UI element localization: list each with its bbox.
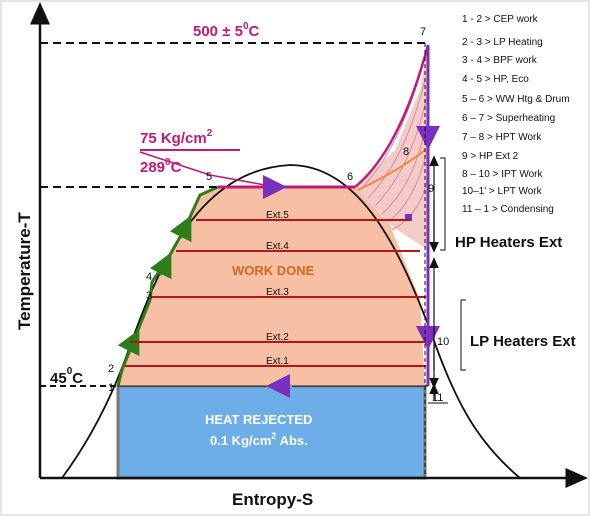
- point-3: 3: [146, 290, 152, 302]
- lp-heaters-label: LP Heaters Ext: [470, 333, 576, 350]
- sat-temp-value: 289: [140, 159, 165, 176]
- top-temp-label: 500 ± 50C: [193, 21, 260, 40]
- legend-item-3: 3 - 4 > BPF work: [462, 55, 538, 66]
- heat-pressure-sup: 2: [271, 431, 276, 441]
- heat-pressure-value: 0.1 Kg/cm: [210, 433, 271, 448]
- legend-item-4: 4 - 5 > HP, Eco: [462, 74, 529, 85]
- low-temp-sup: 0: [67, 366, 73, 377]
- sat-temp-label: 2890C: [140, 157, 182, 176]
- heat-pressure-abs: Abs.: [276, 433, 307, 448]
- legend-item-10: 10–1' > LPT Work: [462, 186, 543, 197]
- y-axis-label: Temperature-T: [15, 212, 34, 330]
- ext5-label: Ext.5: [266, 210, 289, 221]
- point-7: 7: [420, 26, 426, 38]
- feed-water-line: [116, 185, 219, 387]
- ext3-label: Ext.3: [266, 287, 289, 298]
- lp-bracket: [460, 299, 466, 371]
- saturation-dome: [61, 164, 521, 479]
- legend-item-5: 5 – 6 > WW Htg & Drum: [462, 94, 570, 105]
- superheat-region: [355, 45, 428, 250]
- heat-rejected-line1: HEAT REJECTED: [205, 412, 312, 427]
- legend-item-7: 7 – 8 > HPT Work: [462, 132, 542, 143]
- pressure-sup: 2: [207, 128, 213, 139]
- point-6: 6: [347, 171, 353, 183]
- point-10: 10: [437, 336, 449, 348]
- legend-item-11: 11 – 1 > Condensing: [462, 204, 554, 215]
- superheat-curve: [354, 44, 430, 188]
- point-4: 4: [146, 271, 152, 283]
- x-axis-label: Entropy-S: [232, 490, 313, 509]
- legend-item-9: 8 – 10 > IPT Work: [462, 169, 544, 180]
- orange-expansion-line: [357, 149, 426, 191]
- work-done-region: [118, 187, 425, 386]
- top-temp-unit: C: [249, 23, 260, 40]
- point-1: 1: [108, 382, 114, 394]
- top-temp-sup: 0: [243, 21, 249, 32]
- feed-arrow-2: [149, 252, 172, 280]
- low-temp-unit: C: [72, 370, 83, 387]
- pressure-label: 75 Kg/cm2: [140, 128, 213, 147]
- legend-item-6: 6 – 7 > Superheating: [462, 113, 555, 124]
- legend-item-1: 1 - 2 > CEP work: [462, 14, 539, 25]
- heat-rejected-line2: 0.1 Kg/cm2 Abs.: [210, 431, 308, 448]
- work-done-label: WORK DONE: [232, 263, 315, 278]
- extraction-lines: [125, 219, 426, 367]
- sat-temp-unit: C: [171, 159, 182, 176]
- low-temp-label: 450C: [50, 366, 83, 387]
- hp-bracket: [440, 157, 446, 251]
- legend-item-8: 9 > HP Ext 2: [462, 151, 519, 162]
- ext2-label: Ext.2: [266, 332, 289, 343]
- ext4-label: Ext.4: [266, 241, 289, 252]
- low-temp-value: 45: [50, 370, 67, 387]
- legend: 1 - 2 > CEP work 2 - 3 > LP Heating 3 - …: [462, 14, 570, 215]
- pressure-value: 75 Kg/cm: [140, 130, 207, 147]
- top-temp-value: 500 ± 5: [193, 23, 243, 40]
- pressure-pointer: [139, 151, 266, 186]
- ext-marker: [405, 214, 412, 221]
- ext1-label: Ext.1: [266, 356, 289, 367]
- point-2: 2: [108, 363, 114, 375]
- point-5: 5: [206, 171, 212, 183]
- sat-temp-sup: 0: [165, 157, 171, 168]
- point-11: 11: [432, 392, 443, 404]
- feed-arrow-3: [169, 215, 192, 243]
- point-9: 9: [428, 183, 434, 195]
- point-8: 8: [403, 146, 409, 158]
- legend-item-2: 2 - 3 > LP Heating: [462, 37, 543, 48]
- hp-heaters-label: HP Heaters Ext: [455, 234, 562, 251]
